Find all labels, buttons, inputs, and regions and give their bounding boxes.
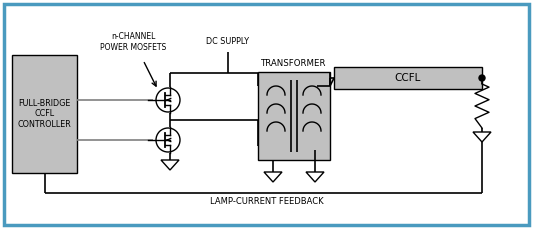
Text: TRANSFORMER: TRANSFORMER <box>261 60 327 68</box>
Bar <box>334 67 482 89</box>
Text: FULL-BRIDGE
CCFL
CONTROLLER: FULL-BRIDGE CCFL CONTROLLER <box>18 99 71 129</box>
Text: LAMP-CURRENT FEEDBACK: LAMP-CURRENT FEEDBACK <box>209 196 324 205</box>
Bar <box>12 55 77 173</box>
Circle shape <box>479 75 485 81</box>
Text: CCFL: CCFL <box>395 73 421 83</box>
Text: n-CHANNEL
POWER MOSFETS: n-CHANNEL POWER MOSFETS <box>100 32 166 52</box>
Bar <box>258 72 330 160</box>
Text: DC SUPPLY: DC SUPPLY <box>206 38 249 46</box>
